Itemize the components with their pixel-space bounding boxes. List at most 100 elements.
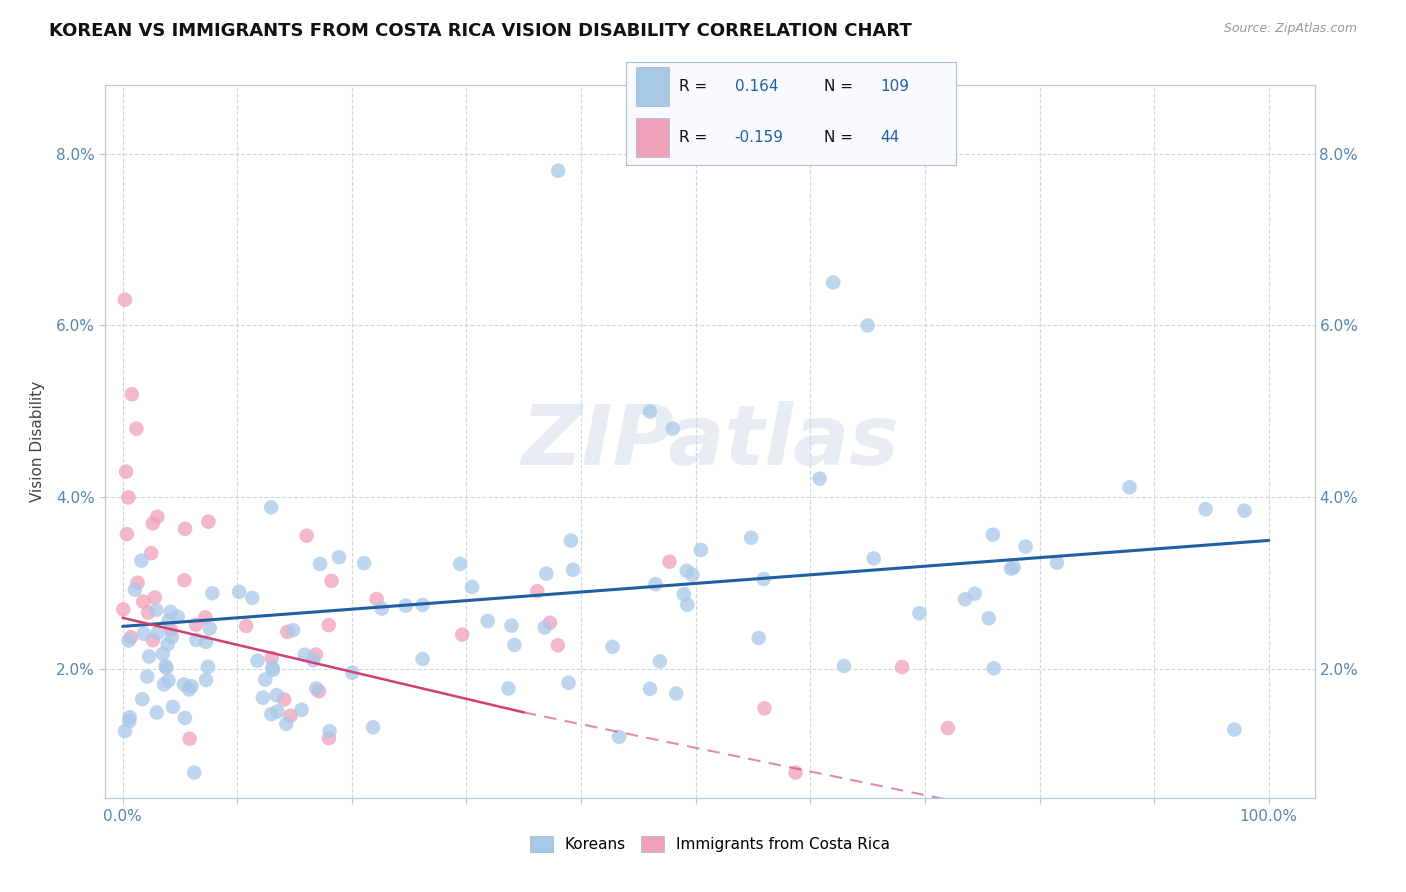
Point bbox=[785, 765, 807, 780]
Point bbox=[124, 582, 146, 597]
Point bbox=[908, 606, 931, 620]
Point bbox=[503, 638, 526, 652]
Point bbox=[449, 557, 471, 571]
Point bbox=[1002, 560, 1025, 574]
Point bbox=[1233, 504, 1256, 518]
Point bbox=[160, 630, 183, 644]
Point bbox=[260, 707, 283, 722]
Point bbox=[1118, 480, 1140, 494]
Point bbox=[536, 566, 558, 581]
Point bbox=[173, 574, 195, 588]
Point bbox=[681, 567, 703, 582]
Point bbox=[412, 652, 434, 666]
Point bbox=[983, 661, 1005, 675]
Point bbox=[156, 637, 179, 651]
Point bbox=[451, 627, 474, 641]
Point bbox=[118, 633, 141, 648]
Text: ZIPatlas: ZIPatlas bbox=[522, 401, 898, 482]
Point bbox=[142, 516, 165, 531]
Point bbox=[179, 731, 201, 746]
Bar bbox=[636, 67, 669, 105]
Point bbox=[305, 648, 328, 662]
Point bbox=[260, 500, 283, 515]
Bar bbox=[636, 118, 669, 157]
Point bbox=[963, 587, 986, 601]
Point bbox=[143, 591, 166, 605]
Point bbox=[748, 631, 770, 645]
Point bbox=[276, 624, 298, 639]
Point bbox=[560, 533, 582, 548]
Point bbox=[808, 472, 831, 486]
Point bbox=[689, 543, 711, 558]
Point bbox=[366, 592, 388, 607]
Point bbox=[184, 617, 207, 632]
Text: KOREAN VS IMMIGRANTS FROM COSTA RICA VISION DISABILITY CORRELATION CHART: KOREAN VS IMMIGRANTS FROM COSTA RICA VIS… bbox=[49, 22, 912, 40]
Point bbox=[198, 621, 221, 635]
Point bbox=[461, 580, 484, 594]
Point bbox=[201, 586, 224, 600]
Point bbox=[260, 650, 283, 665]
Point bbox=[146, 706, 169, 720]
Point bbox=[152, 647, 174, 661]
Point bbox=[412, 598, 434, 612]
Point bbox=[676, 598, 699, 612]
Point bbox=[936, 721, 959, 735]
Point bbox=[353, 556, 375, 570]
Point bbox=[294, 648, 316, 662]
Point bbox=[752, 572, 775, 586]
Point bbox=[1194, 502, 1216, 516]
Point bbox=[162, 699, 184, 714]
Text: Source: ZipAtlas.com: Source: ZipAtlas.com bbox=[1223, 22, 1357, 36]
Point bbox=[290, 703, 312, 717]
Point bbox=[562, 563, 585, 577]
Point bbox=[526, 584, 548, 599]
Point bbox=[308, 684, 330, 698]
Point bbox=[361, 720, 384, 734]
Point bbox=[856, 318, 879, 333]
Text: 0.164: 0.164 bbox=[735, 78, 778, 94]
Point bbox=[328, 550, 350, 565]
Point bbox=[142, 633, 165, 648]
Point bbox=[136, 669, 159, 683]
Point bbox=[273, 692, 295, 706]
Legend: Koreans, Immigrants from Costa Rica: Koreans, Immigrants from Costa Rica bbox=[523, 830, 897, 858]
Point bbox=[136, 606, 159, 620]
Point bbox=[125, 422, 148, 436]
Point bbox=[240, 591, 263, 605]
Point bbox=[644, 577, 666, 591]
Point bbox=[754, 701, 776, 715]
Point bbox=[180, 679, 202, 693]
Point bbox=[186, 632, 208, 647]
Text: N =: N = bbox=[824, 130, 853, 145]
Point bbox=[395, 599, 418, 613]
Point bbox=[115, 527, 138, 541]
Point bbox=[266, 688, 288, 702]
Point bbox=[977, 611, 1000, 625]
Point bbox=[276, 717, 298, 731]
Point bbox=[146, 509, 169, 524]
Point bbox=[177, 682, 200, 697]
Point bbox=[114, 293, 136, 307]
Point bbox=[159, 605, 181, 619]
Point bbox=[166, 609, 188, 624]
Point bbox=[665, 687, 688, 701]
Text: 44: 44 bbox=[880, 130, 900, 145]
Text: R =: R = bbox=[679, 78, 707, 94]
Y-axis label: Vision Disability: Vision Disability bbox=[30, 381, 45, 502]
Point bbox=[183, 765, 205, 780]
Point bbox=[1046, 556, 1069, 570]
Point bbox=[533, 621, 555, 635]
Point bbox=[638, 404, 661, 418]
Point bbox=[120, 630, 142, 644]
Point bbox=[340, 665, 363, 680]
Point bbox=[280, 709, 302, 723]
Point bbox=[145, 603, 167, 617]
Point bbox=[823, 276, 845, 290]
Point bbox=[174, 711, 197, 725]
Point bbox=[607, 730, 630, 744]
Point bbox=[981, 527, 1004, 541]
Point bbox=[538, 615, 561, 630]
Point bbox=[132, 594, 155, 608]
Text: N =: N = bbox=[824, 78, 853, 94]
Point bbox=[118, 714, 141, 728]
